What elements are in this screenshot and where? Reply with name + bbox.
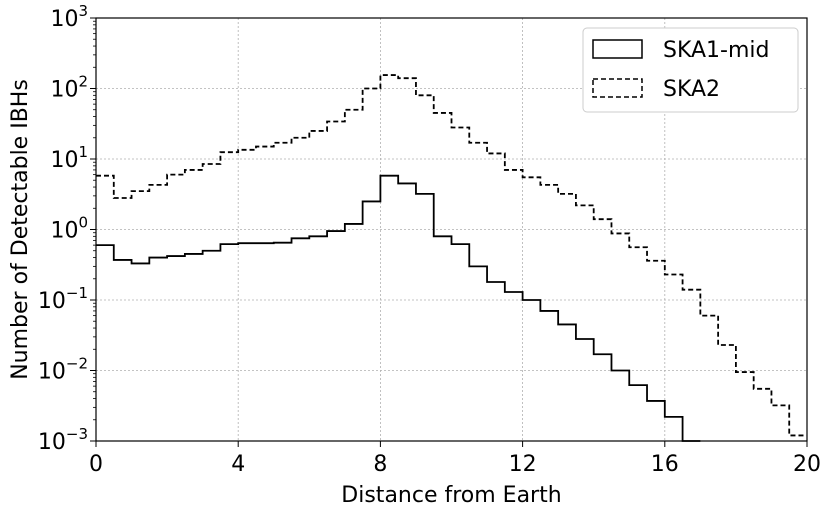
legend-swatch-ska1-mid bbox=[592, 39, 643, 59]
y-tick-label: 10−2 bbox=[38, 355, 88, 385]
x-tick-label: 0 bbox=[89, 452, 103, 477]
series-layer bbox=[96, 74, 807, 442]
x-tick-label: 4 bbox=[231, 452, 245, 477]
legend-label-ska1-mid: SKA1-mid bbox=[663, 38, 770, 63]
series-line-ska1-mid bbox=[96, 174, 701, 442]
y-tick-label: 100 bbox=[50, 214, 88, 244]
legend-swatch-ska2 bbox=[592, 78, 643, 98]
y-tick-label: 101 bbox=[50, 143, 88, 173]
legend-label-ska2: SKA2 bbox=[663, 77, 720, 102]
x-tick-label: 16 bbox=[651, 452, 679, 477]
y-tick-label: 10−1 bbox=[38, 284, 88, 314]
legend: SKA1-mid SKA2 bbox=[582, 27, 799, 113]
x-tick-label: 20 bbox=[793, 452, 821, 477]
x-tick-label: 8 bbox=[373, 452, 387, 477]
x-tick-label: 12 bbox=[509, 452, 537, 477]
y-tick-label: 102 bbox=[50, 73, 88, 103]
axis-ticks: 0 4 8 12 16 20 10−3 10−2 10−1 100 101 102 103 bbox=[38, 2, 821, 477]
y-axis-title: Number of Detectable IBHs bbox=[8, 79, 33, 380]
x-axis-title: Distance from Earth bbox=[341, 483, 561, 508]
y-tick-label: 10−3 bbox=[38, 425, 88, 455]
legend-box bbox=[582, 27, 799, 113]
y-tick-label: 103 bbox=[50, 2, 88, 32]
series-line-ska2 bbox=[96, 74, 807, 437]
